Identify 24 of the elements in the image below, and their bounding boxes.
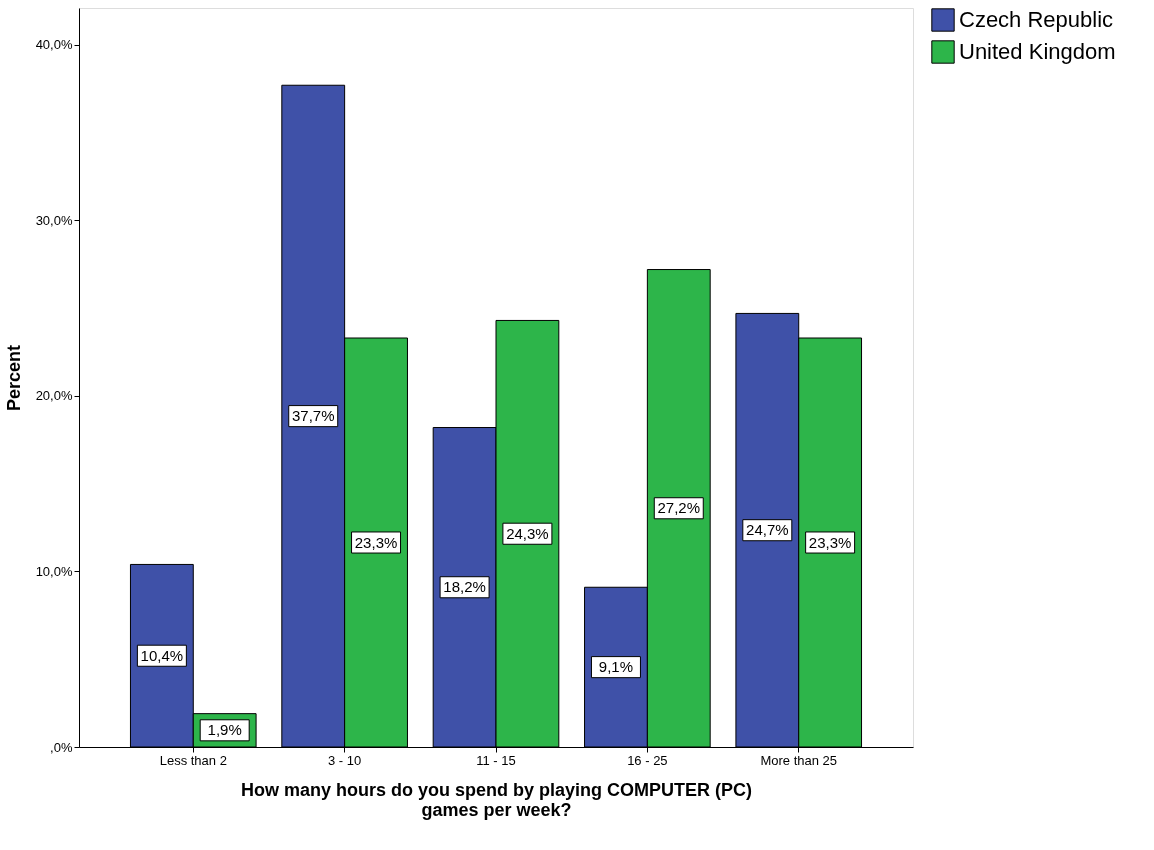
y-tick-label: ,0% [50,739,73,755]
y-tick-label: 30,0% [35,212,73,228]
y-tick-label: 10,0% [35,563,73,579]
data-label: 23,3% [808,533,852,551]
x-tick-label: 3 - 10 [328,752,362,768]
x-tick-label: Less than 2 [159,752,227,768]
data-label: 37,7% [291,407,335,425]
x-tick-label: 11 - 15 [476,752,516,768]
x-axis-title: How many hours do you spend by playing COMPUTER (PC) games per week? [240,779,753,820]
data-label: 18,2% [443,578,486,596]
data-label: 24,3% [506,524,549,542]
y-tick-label: 40,0% [35,37,73,53]
y-tick-label: 20,0% [35,388,73,404]
x-tick-label: More than 25 [760,752,838,768]
x-tick-label: 16 - 25 [627,752,668,768]
data-label: 23,3% [354,533,398,551]
data-label: 27,2% [657,499,701,517]
data-label: 10,4% [140,646,184,664]
data-label: 1,9% [207,721,242,739]
y-axis-title: Percent [3,344,24,412]
data-label: 9,1% [598,658,634,676]
legend-label: United Kingdom [959,39,1116,64]
data-label: 24,7% [746,521,789,539]
legend-label: Czech Republic [959,7,1114,32]
